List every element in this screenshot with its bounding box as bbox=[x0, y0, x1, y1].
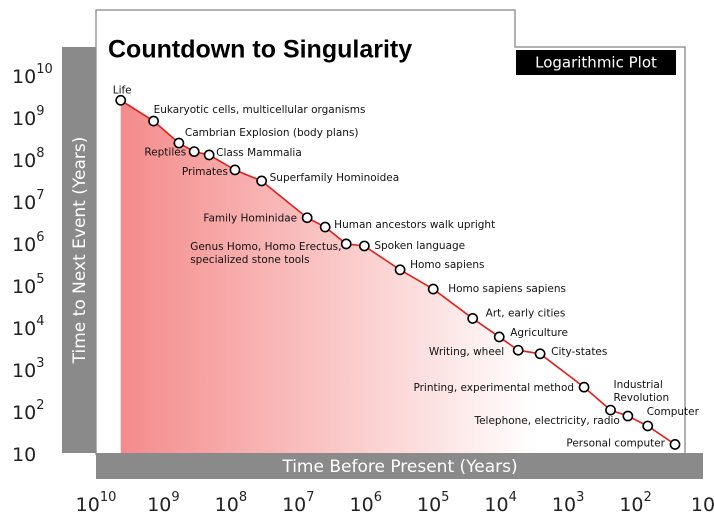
data-point bbox=[256, 175, 268, 187]
chart-title: Countdown to Singularity bbox=[108, 36, 412, 64]
data-point bbox=[203, 149, 215, 161]
data-point bbox=[173, 137, 185, 149]
tick-label: 102 bbox=[12, 398, 44, 424]
data-point bbox=[493, 331, 505, 343]
point-label: Art, early cities bbox=[486, 307, 566, 319]
point-label: Life bbox=[113, 84, 132, 96]
point-label: Reptiles bbox=[144, 147, 186, 159]
data-point bbox=[148, 115, 159, 127]
point-label: Cambrian Explosion (body plans) bbox=[185, 127, 359, 139]
area-fill bbox=[120, 100, 676, 453]
data-point bbox=[669, 439, 681, 450]
tick-label: 109 bbox=[147, 490, 179, 516]
point-label: Superfamily Hominoidea bbox=[270, 172, 400, 184]
data-point bbox=[358, 240, 370, 252]
point-label: Revolution bbox=[614, 392, 670, 404]
data-point bbox=[115, 94, 127, 106]
point-label: Writing, wheel bbox=[429, 346, 504, 358]
tick-label: 104 bbox=[484, 490, 516, 516]
data-point bbox=[642, 420, 654, 432]
data-point bbox=[467, 313, 479, 324]
tick-label: 10 bbox=[12, 444, 36, 466]
x-axis-label: Time Before Present (Years) bbox=[281, 457, 517, 477]
tick-label: 105 bbox=[417, 490, 449, 516]
point-label: Personal computer bbox=[566, 437, 665, 449]
tick-label: 105 bbox=[12, 272, 44, 298]
point-label: specialized stone tools bbox=[190, 254, 309, 266]
y-axis-label: Time to Next Event (Years) bbox=[70, 137, 90, 365]
data-point bbox=[534, 348, 546, 360]
data-point bbox=[319, 221, 331, 233]
data-point bbox=[512, 344, 524, 356]
tick-label: 104 bbox=[12, 314, 44, 340]
tick-label: 103 bbox=[12, 356, 44, 382]
point-label: Spoken language bbox=[374, 240, 465, 252]
point-label: Agriculture bbox=[510, 327, 568, 339]
point-label: Class Mammalia bbox=[216, 147, 302, 159]
tick-label: 106 bbox=[350, 490, 382, 516]
point-label: Primates bbox=[182, 166, 228, 178]
tick-label: 106 bbox=[12, 230, 44, 256]
tick-label: 103 bbox=[552, 490, 584, 516]
data-point bbox=[301, 212, 313, 224]
point-label: Genus Homo, Homo Erectus, bbox=[190, 241, 341, 253]
data-point bbox=[427, 283, 439, 295]
tick-label: 107 bbox=[282, 490, 314, 516]
tick-label: 10 bbox=[691, 494, 714, 516]
y-axis-bar bbox=[62, 47, 96, 453]
subtitle-box bbox=[516, 50, 676, 75]
subtitle: Logarithmic Plot bbox=[535, 54, 657, 72]
data-point bbox=[605, 404, 616, 416]
data-point bbox=[188, 146, 200, 158]
point-label: Human ancestors walk upright bbox=[334, 219, 495, 231]
point-label: Homo sapiens bbox=[410, 259, 484, 271]
data-point bbox=[229, 164, 241, 176]
point-label: Computer bbox=[647, 406, 700, 418]
data-point bbox=[394, 264, 406, 276]
point-label: Homo sapiens sapiens bbox=[448, 283, 566, 295]
data-point bbox=[340, 238, 352, 250]
point-label: Family Hominidae bbox=[203, 213, 297, 225]
series-line bbox=[120, 99, 676, 446]
point-label: Industrial bbox=[614, 379, 663, 391]
x-axis-bar bbox=[96, 453, 703, 479]
tick-label: 1010 bbox=[76, 490, 117, 516]
tick-label: 108 bbox=[12, 146, 44, 172]
point-label: City-states bbox=[551, 346, 607, 358]
tick-label: 107 bbox=[12, 188, 44, 214]
data-point bbox=[578, 381, 590, 393]
tick-label: 1010 bbox=[12, 62, 53, 88]
tick-label: 109 bbox=[12, 104, 44, 130]
point-label: Telephone, electricity, radio bbox=[473, 415, 619, 427]
point-label: Eukaryotic cells, multicellular organism… bbox=[154, 104, 366, 116]
data-point bbox=[622, 410, 634, 422]
tick-label: 108 bbox=[215, 490, 247, 516]
point-label: Printing, experimental method bbox=[413, 382, 574, 394]
tick-label: 102 bbox=[619, 490, 651, 516]
